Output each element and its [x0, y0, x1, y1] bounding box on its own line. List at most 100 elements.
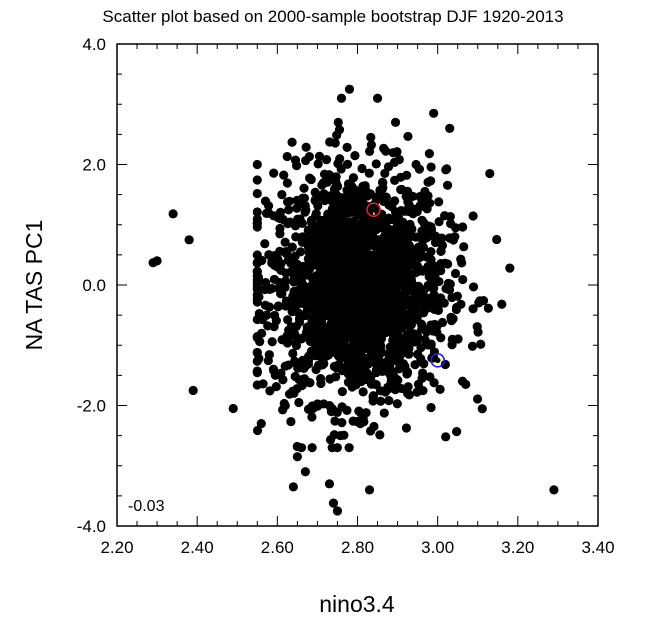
- data-point: [252, 188, 262, 199]
- data-point: [430, 237, 441, 248]
- y-tick-label: -2.0: [77, 397, 106, 416]
- data-point: [350, 151, 360, 161]
- data-point: [360, 277, 371, 288]
- data-point: [477, 404, 487, 414]
- data-point: [252, 175, 262, 185]
- data-point: [372, 289, 383, 299]
- data-point: [290, 155, 301, 165]
- data-point: [281, 268, 291, 278]
- data-point: [418, 236, 428, 246]
- data-point: [371, 358, 381, 369]
- data-point: [287, 242, 297, 252]
- x-tick-label: 3.00: [421, 538, 454, 557]
- data-point: [459, 242, 469, 252]
- data-point: [281, 298, 292, 308]
- data-point: [468, 304, 478, 314]
- data-point: [355, 359, 365, 369]
- data-point: [313, 242, 323, 253]
- data-point: [426, 162, 436, 172]
- data-point: [304, 287, 315, 297]
- data-point: [365, 326, 375, 336]
- data-point: [307, 443, 317, 453]
- data-point: [276, 368, 286, 378]
- data-point: [345, 263, 355, 273]
- data-point: [286, 330, 296, 341]
- y-tick-label: 4.0: [82, 35, 106, 54]
- correlation-annotation: -0.03: [128, 498, 165, 515]
- data-point: [426, 402, 436, 413]
- data-point: [319, 290, 329, 300]
- data-point: [382, 313, 393, 323]
- data-point: [303, 254, 313, 264]
- data-point: [294, 375, 304, 385]
- data-point: [260, 239, 270, 249]
- data-point: [410, 332, 420, 342]
- data-point: [376, 268, 386, 278]
- data-point: [264, 208, 274, 218]
- data-point: [339, 297, 349, 307]
- data-point: [308, 276, 319, 286]
- highlight-point-ring: [430, 353, 445, 368]
- data-point: [361, 353, 371, 363]
- data-point: [338, 353, 348, 363]
- data-point: [282, 178, 292, 188]
- data-point: [252, 366, 262, 376]
- data-point: [314, 360, 324, 370]
- data-point: [344, 443, 354, 453]
- data-point: [252, 347, 262, 358]
- data-point: [450, 268, 461, 279]
- data-point: [353, 244, 363, 254]
- data-point: [413, 379, 424, 389]
- data-point: [418, 242, 429, 252]
- data-point: [386, 376, 396, 387]
- data-point: [274, 212, 284, 223]
- data-point: [321, 155, 332, 165]
- data-point: [318, 340, 328, 350]
- data-point: [413, 349, 423, 359]
- data-point: [476, 339, 486, 349]
- data-point: [317, 330, 327, 340]
- data-point: [442, 180, 453, 190]
- data-point: [282, 197, 293, 207]
- data-point: [426, 176, 436, 186]
- data-point: [297, 218, 307, 229]
- data-point: [392, 399, 402, 409]
- data-point: [389, 273, 399, 283]
- data-point: [348, 367, 359, 378]
- data-point: [334, 259, 344, 269]
- data-point: [325, 374, 335, 384]
- data-point: [366, 132, 376, 143]
- data-point: [458, 222, 468, 232]
- data-point: [358, 387, 368, 397]
- data-point: [361, 243, 372, 253]
- data-point: [298, 193, 308, 203]
- data-point: [252, 333, 262, 343]
- data-point: [276, 289, 286, 299]
- data-point: [263, 355, 273, 366]
- data-point: [366, 270, 376, 280]
- data-point: [275, 246, 285, 256]
- data-point: [188, 385, 198, 396]
- data-point: [461, 379, 471, 390]
- data-point: [429, 108, 439, 118]
- data-point: [336, 93, 347, 103]
- data-point: [289, 252, 299, 263]
- highlight-layer: [366, 202, 445, 368]
- data-point: [355, 301, 365, 311]
- data-point: [408, 191, 418, 201]
- data-point: [457, 258, 467, 268]
- data-point: [483, 303, 493, 313]
- data-point: [335, 154, 345, 164]
- data-point: [307, 217, 317, 228]
- data-point: [431, 320, 441, 330]
- data-point: [304, 151, 314, 162]
- y-tick-label: 0.0: [82, 276, 106, 295]
- data-point: [423, 261, 433, 272]
- data-point: [283, 218, 293, 229]
- data-point: [332, 443, 342, 453]
- data-point: [372, 93, 383, 103]
- data-point: [358, 182, 368, 192]
- data-point: [152, 256, 162, 266]
- data-point: [467, 341, 478, 351]
- data-point: [359, 214, 369, 225]
